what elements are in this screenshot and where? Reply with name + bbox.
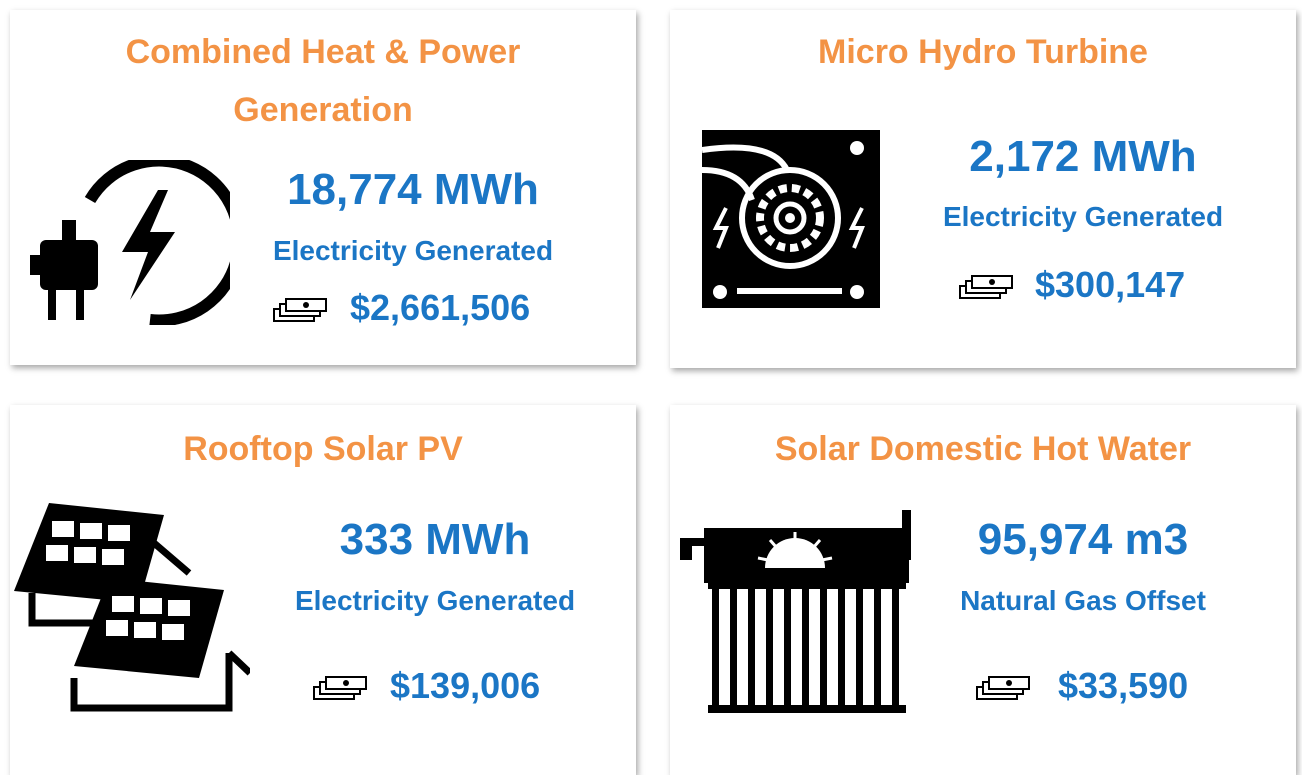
value: 2,172 MWh (969, 132, 1197, 181)
savings: $2,661,506 (350, 287, 531, 328)
money-icon (313, 676, 367, 700)
card-title: Solar Domestic Hot Water (774, 430, 1192, 468)
value: 95,974 m3 (977, 515, 1189, 564)
metric: Natural Gas Offset (960, 585, 1206, 616)
card: Rooftop Solar PV 333 MWh Electricity Gen… (10, 405, 636, 775)
turbine-icon (702, 130, 880, 308)
money-icon (976, 676, 1030, 700)
money-icon (959, 275, 1013, 299)
metric: Electricity Generated (294, 585, 576, 616)
plug-icon (30, 160, 230, 325)
card: Solar Domestic Hot Water 95,974 m3 Natur… (670, 405, 1296, 775)
metric: Electricity Generated (272, 235, 554, 266)
value: 18,774 MWh (287, 165, 539, 214)
value: 333 MWh (339, 515, 531, 564)
card-title: Combined Heat & Power Generation (125, 33, 521, 129)
solar-house-icon (14, 503, 250, 712)
water-heater-icon (680, 510, 911, 713)
savings: $139,006 (390, 665, 541, 706)
savings: $300,147 (1035, 264, 1186, 305)
card-title: Rooftop Solar PV (183, 430, 463, 468)
money-icon (273, 298, 327, 322)
card-title: Micro Hydro Turbine (818, 33, 1148, 71)
savings: $33,590 (1058, 665, 1189, 706)
card: Micro Hydro Turbine 2,172 MWh Electricit… (670, 10, 1296, 368)
metric: Electricity Generated (942, 201, 1224, 232)
card: Combined Heat & Power Generation 18,774 … (10, 10, 636, 365)
